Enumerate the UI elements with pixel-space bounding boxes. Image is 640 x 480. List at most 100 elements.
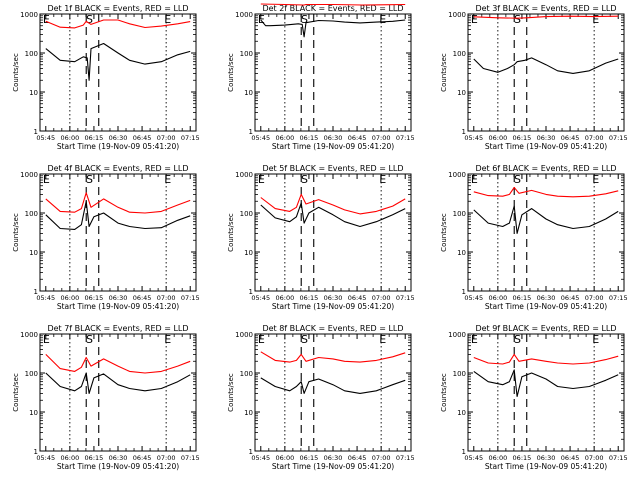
marker-end-e: E [592,333,599,346]
y-tick-label: 100 [453,370,466,378]
marker-sun-s: S [301,173,308,186]
marker-sun-s: S [86,173,93,186]
plot-frame [39,173,197,292]
lld-series-line [473,15,619,19]
marker-sun-s: S [514,173,521,186]
marker-sun-s: S [301,333,308,346]
y-tick-label: 10 [244,249,253,257]
x-tick-label: 07:15 [609,134,628,142]
marker-start-e: E [258,333,265,346]
x-tick-label: 06:45 [348,454,367,462]
events-series-line [260,202,406,228]
x-tick-label: 06:00 [275,454,294,462]
x-tick-label: 05:45 [36,134,55,142]
marker-end-e: E [164,173,171,186]
lld-series-line [260,193,406,215]
panel-title: Det 5f BLACK = Events, RED = LLD [262,164,403,173]
y-tick-label: 1000 [235,331,253,339]
marker-end-e: E [592,13,599,26]
x-tick-label: 06:45 [561,134,580,142]
lld-series-line [45,192,191,214]
x-tick-label: 05:45 [36,454,55,462]
x-tick-label: 06:30 [324,134,343,142]
marker-end-e: E [164,333,171,346]
lld-series-line [45,354,191,374]
x-tick-label: 06:00 [275,134,294,142]
marker-end-e: E [592,173,599,186]
x-tick-label: 05:45 [251,294,270,302]
events-series-line [45,200,191,230]
detector-panel-6: Det 6f BLACK = Events, RED = LLD 1 10 100 10… [440,164,628,311]
x-tick-label: 07:15 [396,454,415,462]
y-tick-label: 1000 [235,171,253,179]
x-axis-label: Start Time (19-Nov-09 05:41:20) [485,302,607,311]
lld-series-line [45,19,191,29]
panel-title: Det 9f BLACK = Events, RED = LLD [475,324,616,333]
x-tick-label: 07:00 [157,294,176,302]
x-tick-label: 05:45 [464,294,483,302]
y-tick-label: 10 [457,89,466,97]
x-tick-label: 05:45 [464,454,483,462]
y-tick-label: 10 [244,89,253,97]
x-tick-label: 07:00 [372,134,391,142]
x-tick-label: 07:15 [609,294,628,302]
marker-start-e: E [258,173,265,186]
x-axis-label: Start Time (19-Nov-09 05:41:20) [57,462,179,471]
x-tick-label: 07:15 [181,134,200,142]
x-tick-label: 06:15 [513,294,532,302]
plot-frame [39,333,197,452]
marker-end-e: E [164,13,171,26]
x-tick-label: 06:15 [85,134,104,142]
detector-panel-3: Det 3f BLACK = Events, RED = LLD 1 10 100 10… [440,4,628,151]
y-axis-label: Counts/sec [227,373,235,412]
x-tick-label: 06:30 [537,454,556,462]
detector-panel-9: Det 9f BLACK = Events, RED = LLD 1 10 100 10… [440,324,628,471]
x-axis-label: Start Time (19-Nov-09 05:41:20) [272,302,394,311]
y-tick-label: 1000 [448,171,466,179]
x-tick-label: 06:15 [300,454,319,462]
x-axis-label: Start Time (19-Nov-09 05:41:20) [272,462,394,471]
y-tick-label: 1000 [448,331,466,339]
y-tick-label: 1000 [20,11,38,19]
lld-series-line [260,3,406,6]
y-axis-label: Counts/sec [12,373,20,412]
x-tick-label: 06:00 [488,454,507,462]
y-tick-label: 10 [244,409,253,417]
y-tick-label: 100 [240,210,253,218]
x-tick-label: 06:00 [60,454,79,462]
x-tick-label: 06:15 [513,134,532,142]
marker-end-e: E [379,13,386,26]
x-tick-label: 06:00 [488,294,507,302]
y-tick-label: 1 [249,288,253,296]
x-tick-label: 06:30 [109,134,128,142]
panel-title: Det 3f BLACK = Events, RED = LLD [475,4,616,13]
y-axis-label: Counts/sec [440,373,448,412]
marker-start-e: E [471,333,478,346]
panel-title: Det 2f BLACK = Events, RED = LLD [262,4,403,13]
panel-title: Det 8f BLACK = Events, RED = LLD [262,324,403,333]
x-tick-label: 06:15 [85,454,104,462]
x-axis-label: Start Time (19-Nov-09 05:41:20) [485,142,607,151]
x-tick-label: 06:15 [300,294,319,302]
x-tick-label: 07:00 [372,454,391,462]
y-tick-label: 1000 [20,171,38,179]
panel-title: Det 4f BLACK = Events, RED = LLD [47,164,188,173]
x-tick-label: 07:00 [372,294,391,302]
y-tick-label: 100 [25,370,38,378]
x-tick-label: 07:15 [181,294,200,302]
panel-title: Det 7f BLACK = Events, RED = LLD [47,324,188,333]
y-tick-label: 1000 [235,11,253,19]
x-tick-label: 07:00 [157,134,176,142]
y-axis-label: Counts/sec [12,53,20,92]
x-tick-label: 07:00 [157,454,176,462]
y-tick-label: 1 [34,288,38,296]
y-axis-label: Counts/sec [440,53,448,92]
marker-start-e: E [43,13,50,26]
x-tick-label: 06:30 [537,134,556,142]
events-series-line [473,205,619,234]
x-tick-label: 07:15 [181,454,200,462]
x-tick-label: 06:30 [324,454,343,462]
x-tick-label: 06:00 [488,134,507,142]
detector-panel-1: Det 1f BLACK = Events, RED = LLD 1 10 100 10… [12,4,200,151]
y-tick-label: 10 [457,409,466,417]
